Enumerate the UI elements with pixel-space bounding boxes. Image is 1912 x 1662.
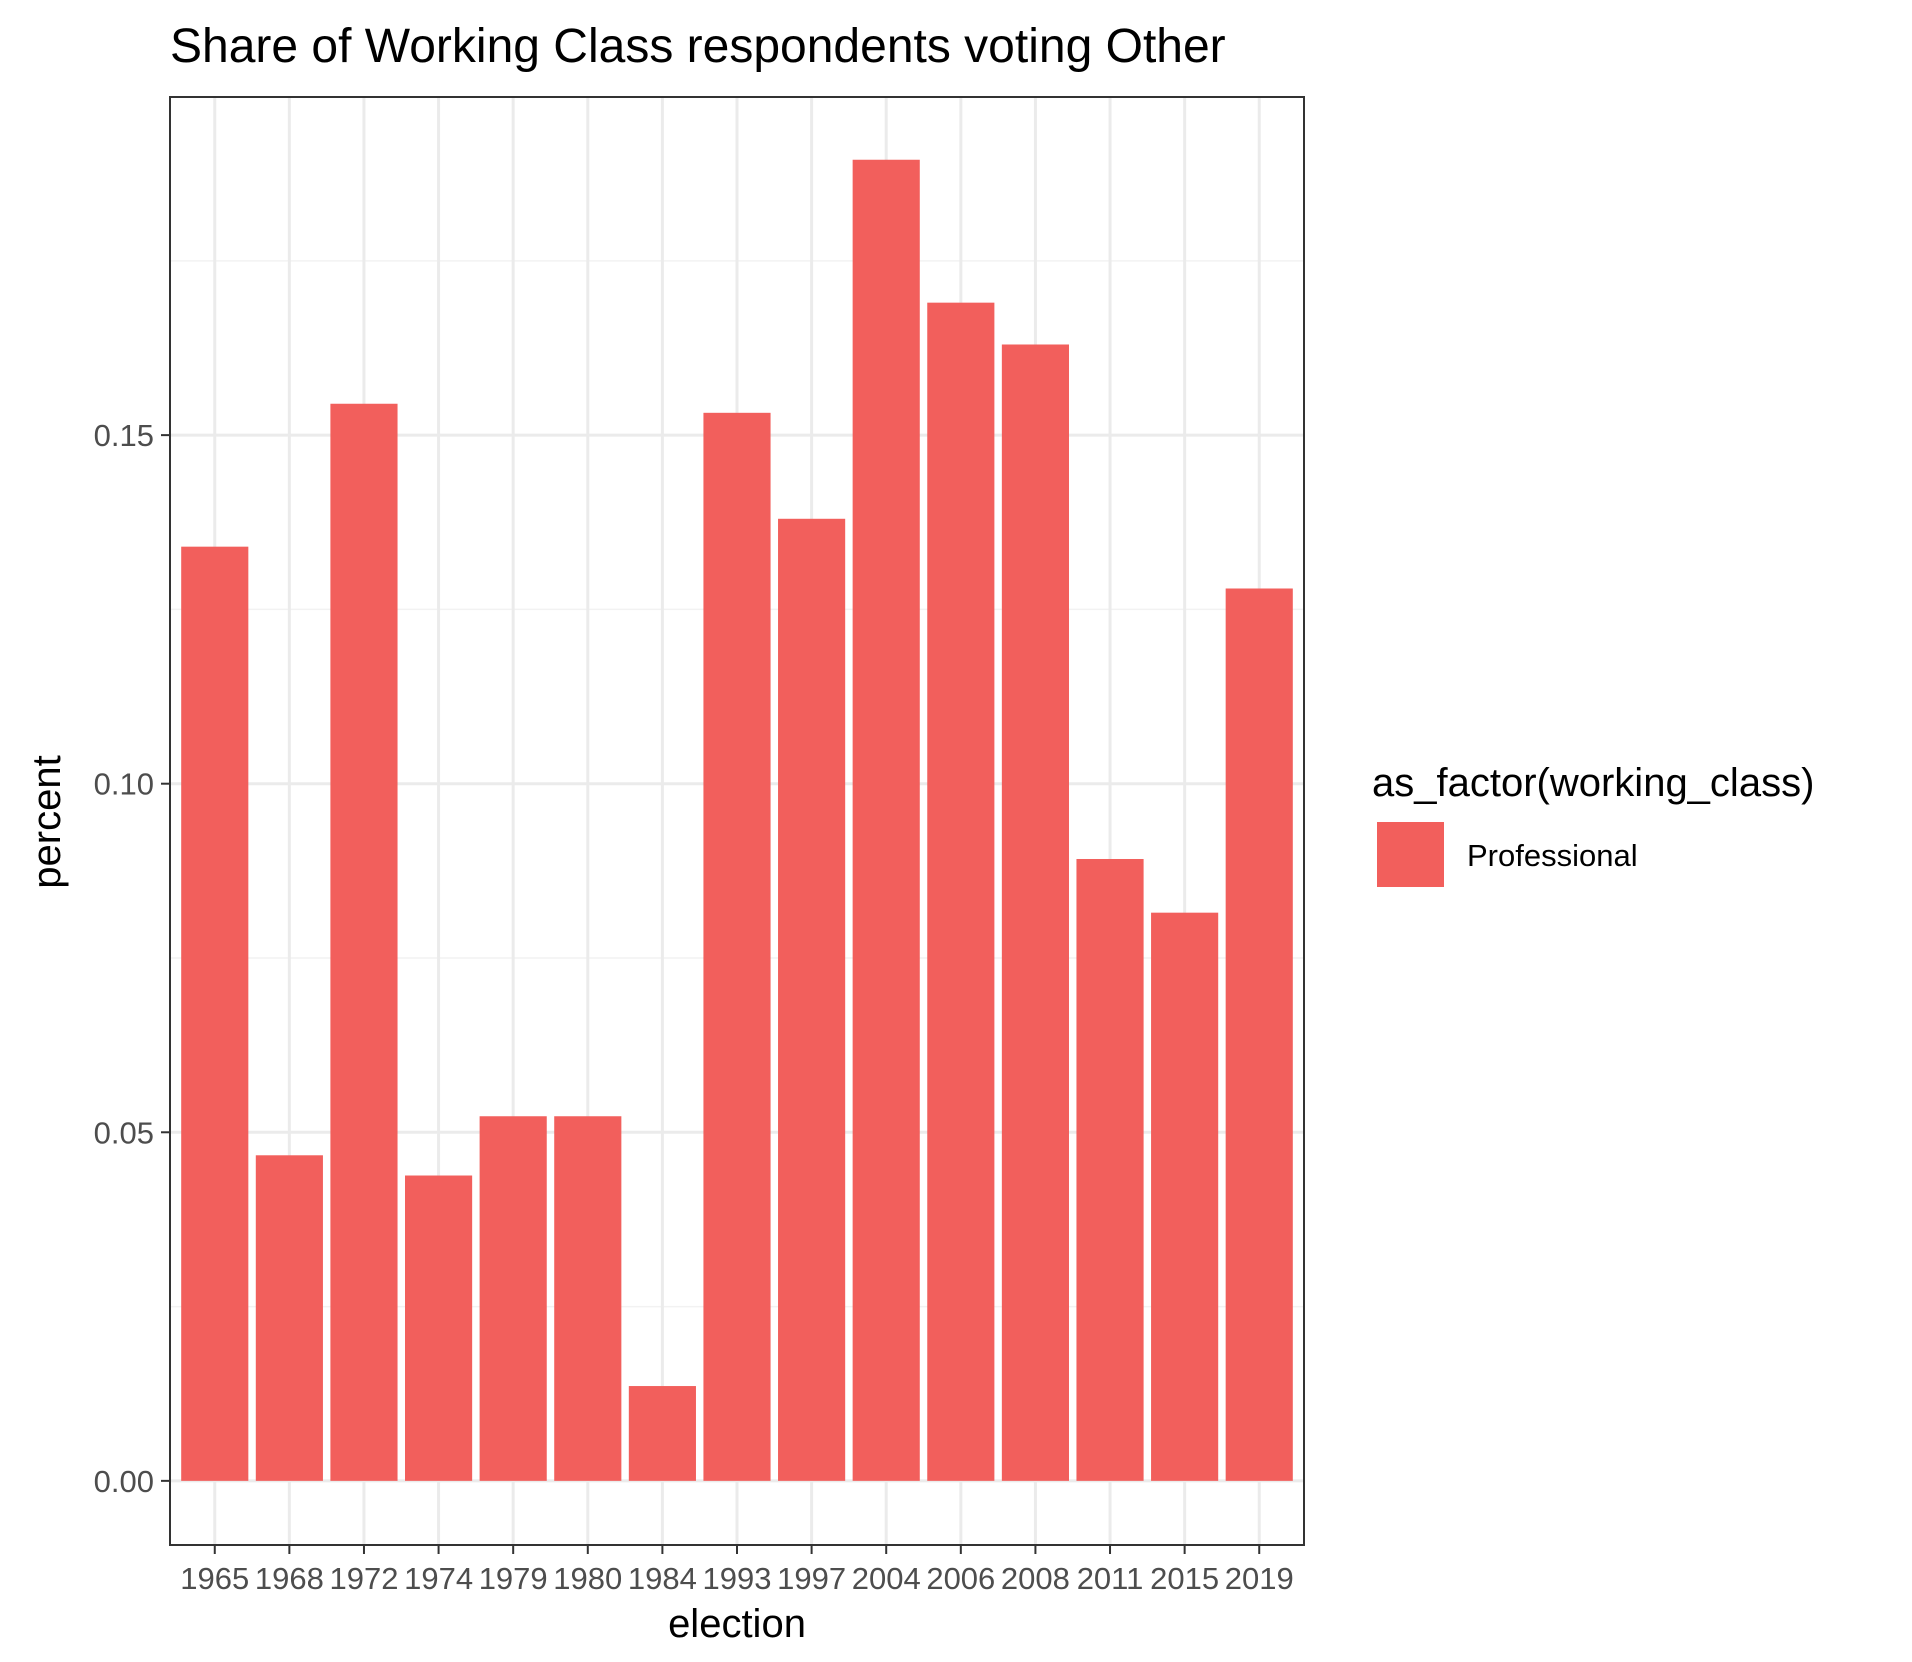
bar-1965	[181, 546, 249, 1481]
x-tick-label: 1984	[628, 1561, 697, 1596]
x-tick-label: 1980	[553, 1561, 622, 1596]
bar-1993	[703, 412, 771, 1481]
x-tick-label: 2011	[1077, 1561, 1144, 1596]
legend-title: as_factor(working_class)	[1372, 761, 1814, 805]
y-axis-title: percent	[25, 755, 69, 888]
chart-title: Share of Working Class respondents votin…	[170, 20, 1226, 73]
x-tick-label: 2006	[926, 1561, 995, 1596]
y-tick-label: 0.05	[94, 1115, 154, 1150]
legend: as_factor(working_class) Professional	[1372, 761, 1814, 887]
y-tick-label: 0.00	[94, 1464, 154, 1499]
x-tick-label: 2004	[852, 1561, 921, 1596]
bar-2004	[852, 159, 920, 1481]
bar-1968	[255, 1155, 323, 1481]
x-tick-label: 1993	[703, 1561, 772, 1596]
x-tick-label: 1965	[180, 1561, 249, 1596]
x-tick-label: 1979	[479, 1561, 548, 1596]
x-tick-label: 1974	[404, 1561, 473, 1596]
legend-label: Professional	[1467, 838, 1638, 873]
bar-1979	[479, 1116, 547, 1481]
bar-2019	[1225, 588, 1293, 1481]
bar-2015	[1151, 912, 1219, 1481]
x-tick-label: 1972	[329, 1561, 398, 1596]
bar-1972	[330, 403, 398, 1481]
y-tick-label: 0.15	[94, 418, 154, 453]
y-tick-label: 0.10	[94, 767, 154, 802]
bar-1974	[405, 1175, 473, 1481]
legend-swatch	[1377, 822, 1444, 887]
x-axis-title: election	[668, 1602, 806, 1646]
axes: 0.00 0.05 0.10 0.15 1965 1968 1972 1974 1979 1980…	[94, 418, 1294, 1596]
bar-1997	[778, 518, 846, 1481]
bar-1984	[628, 1386, 696, 1481]
panel-border	[169, 96, 1305, 1546]
bar-2011	[1076, 858, 1144, 1481]
bars	[181, 159, 1293, 1481]
x-tick-label: 2008	[1001, 1561, 1070, 1596]
bar-2006	[927, 302, 995, 1481]
bar-2008	[1001, 344, 1069, 1481]
bar-1980	[554, 1116, 622, 1481]
x-tick-label: 1997	[777, 1561, 846, 1596]
x-tick-label: 2019	[1225, 1561, 1294, 1596]
x-tick-label: 2015	[1150, 1561, 1219, 1596]
x-tick-label: 1968	[255, 1561, 324, 1596]
